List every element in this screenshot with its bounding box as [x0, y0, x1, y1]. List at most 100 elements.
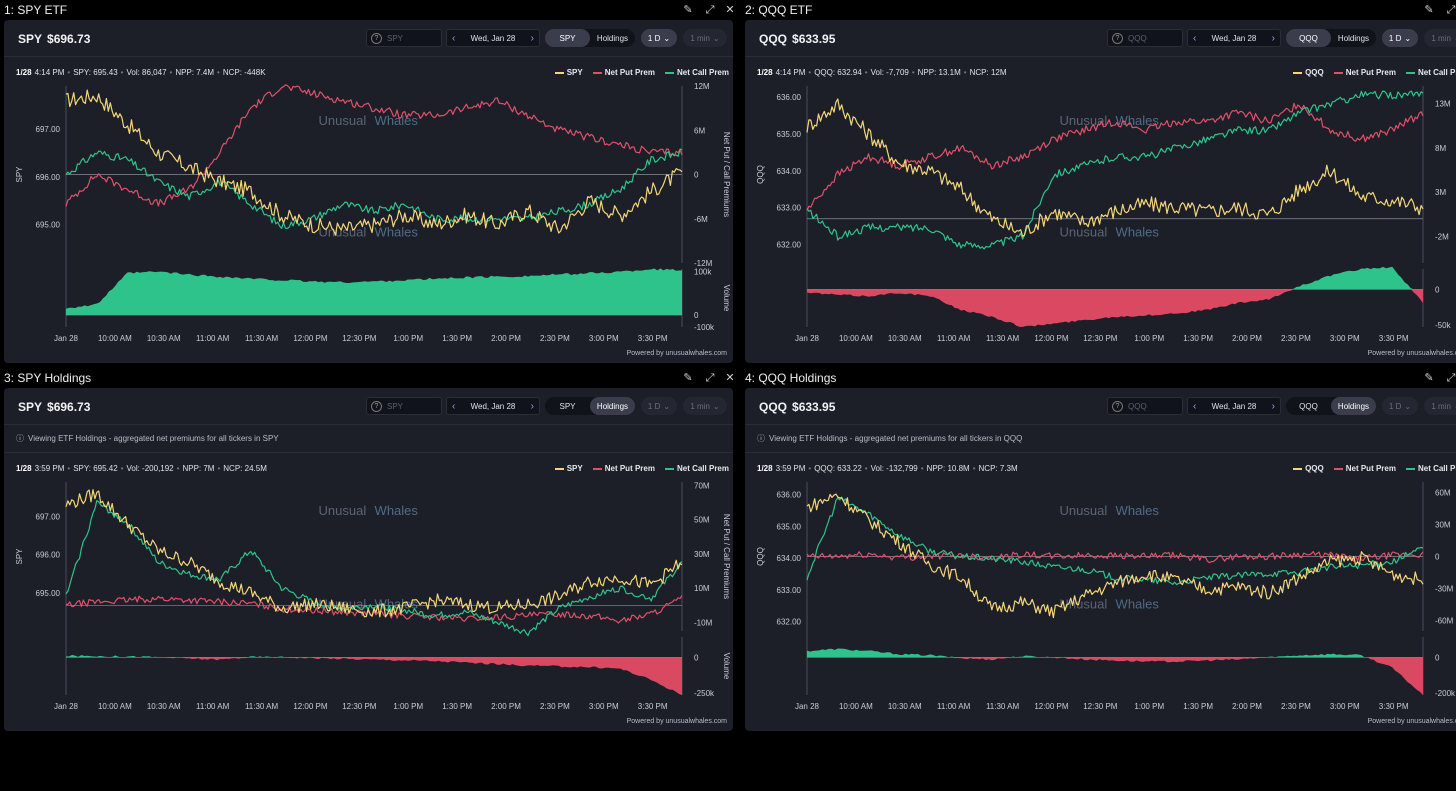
interval-label: 1 min	[690, 401, 710, 411]
watermark-text: Whales	[375, 503, 419, 518]
legend-label: SPY	[566, 464, 583, 473]
header-divider	[4, 424, 733, 425]
edit-icon[interactable]: ✎	[683, 4, 693, 16]
toggle-holdings[interactable]: Holdings	[1337, 33, 1370, 43]
right-tick-label: 30M	[1435, 521, 1451, 530]
legend-label: Net Call Prem	[676, 464, 729, 473]
toggle-holdings[interactable]: Holdings	[596, 33, 629, 43]
info-separator: •	[120, 68, 124, 77]
prev-day-icon[interactable]: ‹	[1193, 400, 1197, 412]
legend-item[interactable]: QQQ	[1293, 68, 1324, 77]
toggle-etf[interactable]: QQQ	[1286, 29, 1331, 47]
next-day-icon[interactable]: ›	[530, 400, 534, 412]
edit-icon[interactable]: ✎	[1424, 4, 1434, 16]
toggle-holdings[interactable]: Holdings	[590, 397, 635, 415]
interval-dropdown[interactable]: 1 min⌄	[1424, 29, 1456, 47]
range-dropdown[interactable]: 1 D ⌄	[641, 397, 677, 415]
date-picker[interactable]: ‹ Wed, Jan 28 ›	[446, 397, 540, 415]
range-dropdown[interactable]: 1 D ⌄	[1382, 29, 1418, 47]
interval-dropdown[interactable]: 1 min⌄	[683, 397, 727, 415]
legend-item[interactable]: QQQ	[1293, 464, 1324, 473]
last-price: $633.95	[792, 400, 836, 414]
time-tick-label: 1:30 PM	[442, 334, 472, 343]
close-icon[interactable]: ✕	[725, 4, 735, 16]
next-day-icon[interactable]: ›	[530, 32, 534, 44]
legend-item[interactable]: Net Put Prem	[1333, 464, 1396, 473]
time-tick-label: Jan 28	[795, 702, 820, 711]
info-icon: ⓘ	[757, 434, 765, 443]
powered-by-link[interactable]: Powered by unusualwhales.com	[1367, 718, 1456, 725]
notice-divider	[4, 452, 733, 453]
close-icon[interactable]: ✕	[725, 372, 735, 384]
legend-swatch	[554, 71, 564, 74]
date-picker[interactable]: ‹ Wed, Jan 28 ›	[446, 29, 540, 47]
chevron-down-icon: ⌄	[1404, 33, 1412, 43]
ticker-search-input[interactable]: ? SPY	[366, 397, 442, 415]
legend-item[interactable]: Net Put Prem	[592, 68, 655, 77]
prev-day-icon[interactable]: ‹	[452, 32, 456, 44]
chart-header: QQQ $633.95? QQQ ‹ Wed, Jan 28 › QQQ Holdings 1 …	[745, 388, 1456, 424]
time-tick-label: 11:30 AM	[986, 334, 1020, 343]
time-tick-label: 2:30 PM	[1281, 702, 1311, 711]
time-tick-label: 12:00 PM	[293, 702, 328, 711]
legend-item[interactable]: Net Call Prem	[664, 464, 729, 473]
date-picker[interactable]: ‹ Wed, Jan 28 ›	[1187, 397, 1281, 415]
powered-by-link[interactable]: Powered by unusualwhales.com	[626, 718, 727, 725]
info-separator: •	[864, 464, 868, 473]
interval-dropdown[interactable]: 1 min⌄	[1424, 397, 1456, 415]
legend-item[interactable]: Net Call Prem	[664, 68, 729, 77]
info-icon: ⓘ	[16, 434, 24, 443]
time-tick-label: 2:30 PM	[540, 702, 570, 711]
ticker-price: SPY $696.73	[18, 400, 90, 414]
prev-day-icon[interactable]: ‹	[452, 400, 456, 412]
legend-item[interactable]: SPY	[554, 68, 583, 77]
range-dropdown[interactable]: 1 D ⌄	[1382, 397, 1418, 415]
legend-item[interactable]: SPY	[554, 464, 583, 473]
ticker-search-input[interactable]: ? QQQ	[1107, 397, 1183, 415]
powered-by-link[interactable]: Powered by unusualwhales.com	[1367, 350, 1456, 357]
powered-by-link[interactable]: Powered by unusualwhales.com	[626, 350, 727, 357]
expand-icon[interactable]: ⤢	[1446, 4, 1456, 16]
expand-icon[interactable]: ⤢	[705, 372, 715, 384]
info-separator: •	[176, 464, 180, 473]
info-separator: •	[217, 464, 221, 473]
chart-header: SPY $696.73? SPY ‹ Wed, Jan 28 › SPY Holdings 1 …	[4, 20, 733, 56]
watermark-text: Unusual	[319, 113, 367, 128]
info-separator: •	[963, 68, 967, 77]
ticker-search-input[interactable]: ? SPY	[366, 29, 442, 47]
toggle-etf[interactable]: SPY	[545, 29, 590, 47]
interval-dropdown[interactable]: 1 min⌄	[683, 29, 727, 47]
range-dropdown[interactable]: 1 D ⌄	[641, 29, 677, 47]
prev-day-icon[interactable]: ‹	[1193, 32, 1197, 44]
toggle-etf[interactable]: SPY	[559, 401, 576, 411]
left-tick-label: 636.00	[777, 93, 802, 102]
toggle-holdings[interactable]: Holdings	[1331, 397, 1376, 415]
next-day-icon[interactable]: ›	[1271, 32, 1275, 44]
ticker-search-input[interactable]: ? QQQ	[1107, 29, 1183, 47]
right-tick-label: 10M	[694, 584, 710, 593]
legend-item[interactable]: Net Call Prem	[1405, 68, 1456, 77]
legend-swatch	[1333, 467, 1343, 470]
legend-item[interactable]: Net Call Prem	[1405, 464, 1456, 473]
time-tick-label: 2:00 PM	[491, 334, 521, 343]
volume-area-negative	[807, 289, 1423, 327]
legend-item[interactable]: Net Put Prem	[1333, 68, 1396, 77]
info-npp: NPP: 7.4M	[175, 68, 215, 77]
left-tick-label: 697.00	[36, 512, 61, 521]
next-day-icon[interactable]: ›	[1271, 400, 1275, 412]
toggle-etf[interactable]: QQQ	[1299, 401, 1318, 411]
info-separator: •	[911, 68, 915, 77]
search-placeholder: SPY	[387, 401, 404, 411]
help-icon: ?	[1112, 400, 1123, 412]
date-picker[interactable]: ‹ Wed, Jan 28 ›	[1187, 29, 1281, 47]
expand-icon[interactable]: ⤢	[705, 4, 715, 16]
panel-titlebar: 1: SPY ETF ✎ ⤢ ✕	[0, 0, 737, 20]
edit-icon[interactable]: ✎	[1424, 372, 1434, 384]
expand-icon[interactable]: ⤢	[1446, 372, 1456, 384]
edit-icon[interactable]: ✎	[683, 372, 693, 384]
legend-item[interactable]: Net Put Prem	[592, 464, 655, 473]
